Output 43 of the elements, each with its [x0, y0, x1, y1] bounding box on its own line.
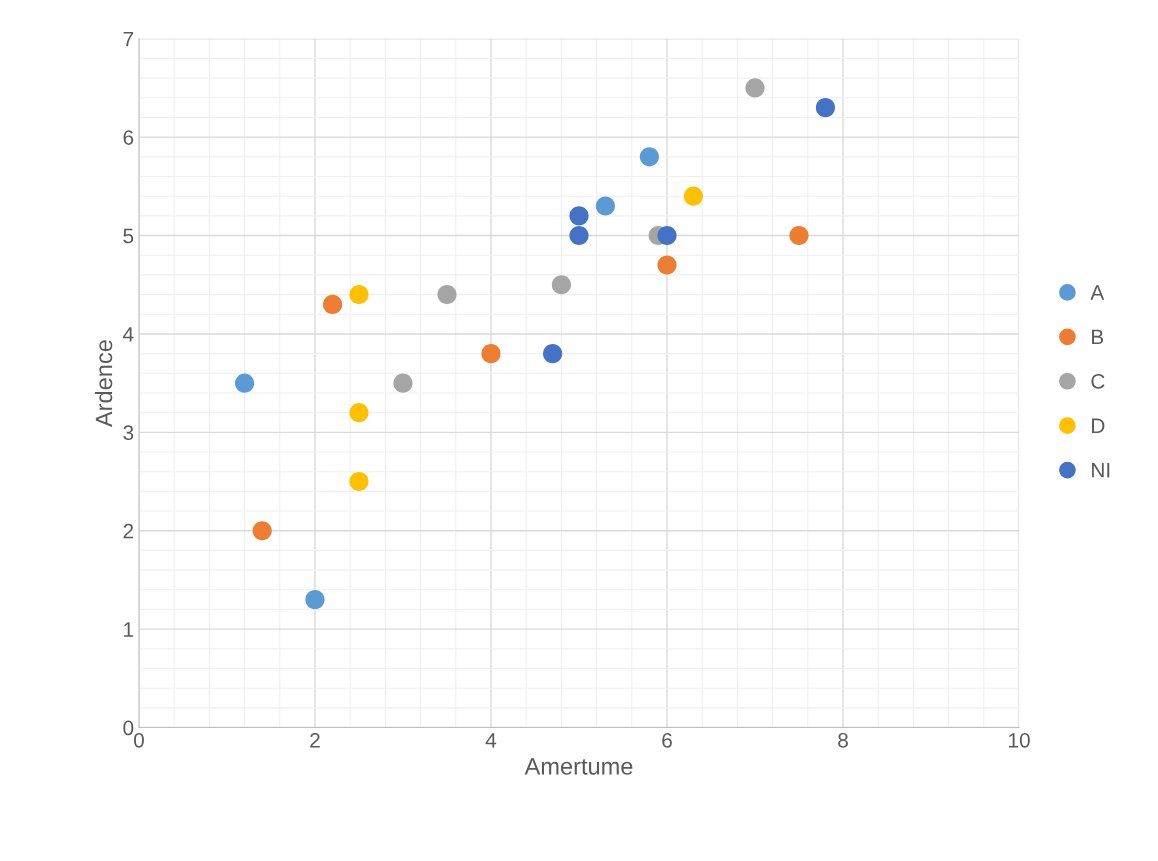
x-tick-label: 2	[310, 732, 320, 748]
y-tick-label: 0	[123, 720, 134, 736]
point	[235, 373, 255, 393]
x-tick-label: 6	[662, 732, 672, 748]
point	[393, 373, 413, 393]
legend-label: B	[1092, 329, 1104, 345]
legend-label: A	[1090, 285, 1105, 300]
point	[569, 206, 589, 226]
point	[639, 147, 659, 167]
x-tick-label: 8	[838, 732, 848, 748]
point	[657, 225, 677, 246]
x-tick-label: 4	[485, 733, 497, 748]
point	[683, 186, 703, 206]
y-tick-label: 2	[123, 523, 134, 539]
point	[569, 225, 589, 246]
point	[551, 275, 571, 295]
y-tick-label: 3	[123, 425, 134, 441]
legend-label: NI	[1092, 463, 1110, 478]
y-tick-label: 4	[122, 327, 134, 342]
point	[543, 344, 563, 364]
legend-label: D	[1092, 418, 1105, 433]
y-axis-title: Ardence	[94, 340, 113, 428]
point	[305, 590, 325, 610]
point	[481, 344, 501, 364]
x-tick-label: 0	[133, 732, 144, 748]
point	[252, 521, 272, 541]
point	[437, 285, 457, 305]
point	[789, 225, 809, 246]
point	[815, 98, 835, 118]
y-tick-label: 1	[124, 622, 134, 637]
legend-label: C	[1091, 373, 1105, 389]
point	[323, 294, 343, 314]
y-tick-label: 5	[123, 228, 134, 244]
point	[349, 285, 369, 305]
x-tick-label: 10	[1009, 732, 1030, 748]
point	[349, 403, 369, 423]
x-axis-title: Amertume	[524, 758, 633, 775]
y-tick-label: 7	[123, 31, 134, 47]
point	[349, 471, 369, 492]
point	[657, 255, 677, 275]
point	[745, 78, 765, 98]
point	[595, 196, 615, 216]
y-tick-label: 6	[123, 130, 134, 145]
